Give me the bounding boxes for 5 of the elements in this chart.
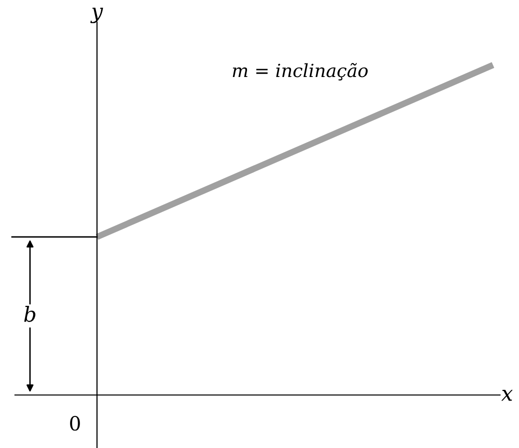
y-axis-title: y — [90, 8, 104, 24]
x-axis-title: x — [501, 390, 513, 401]
annotation: b — [24, 306, 36, 322]
text: 0 — [70, 416, 80, 431]
annotation: m = inclinação — [232, 62, 368, 80]
